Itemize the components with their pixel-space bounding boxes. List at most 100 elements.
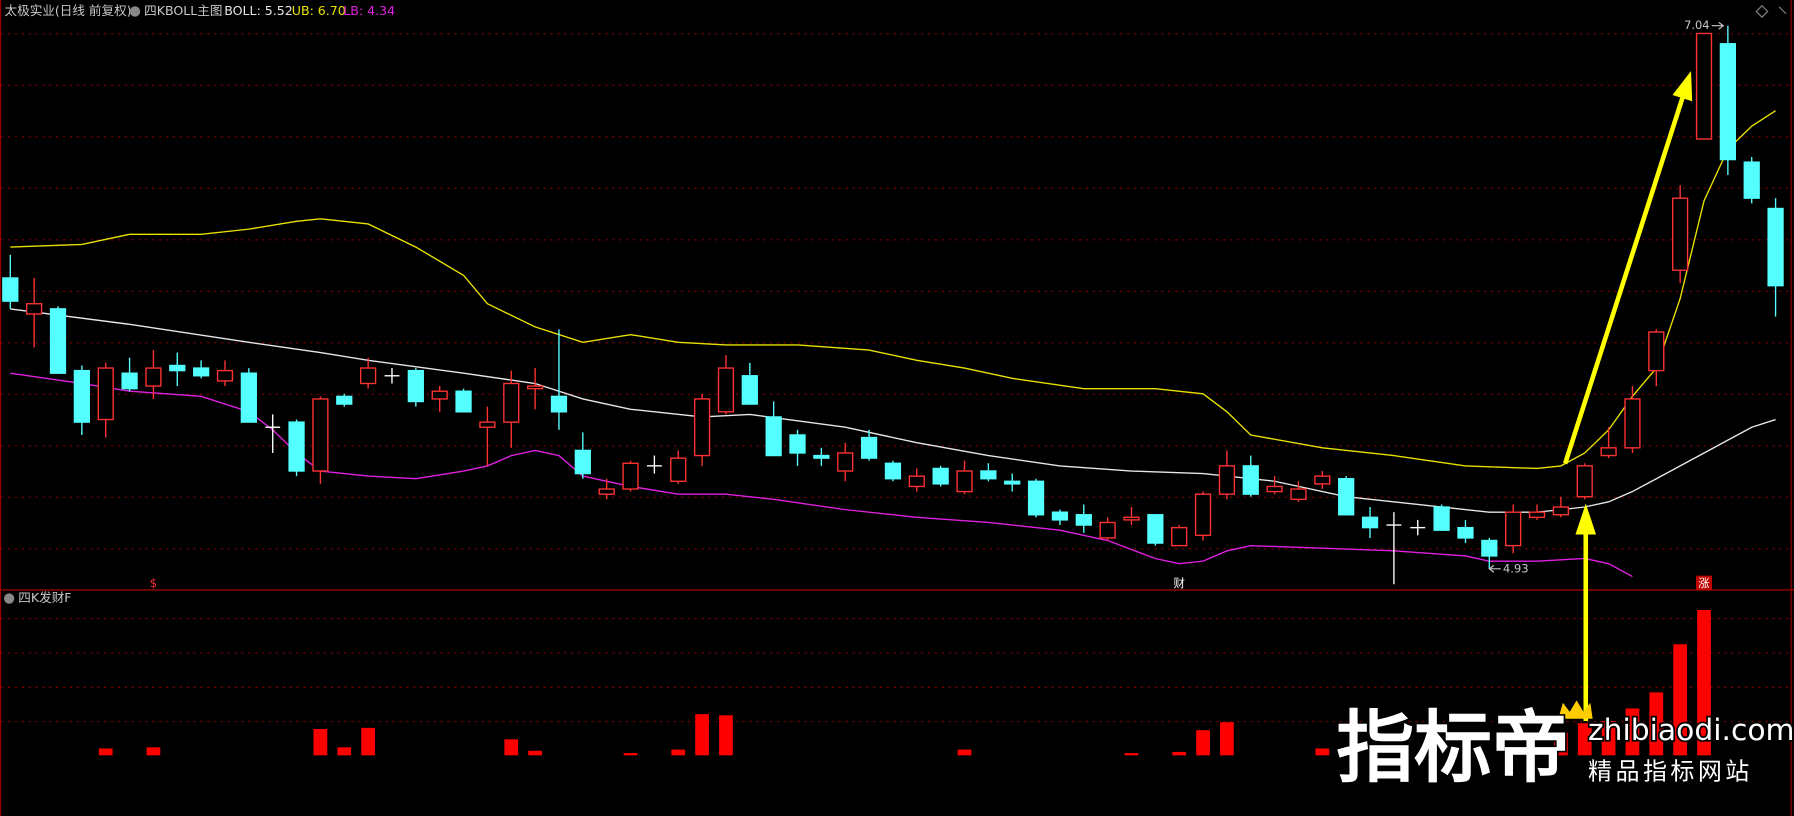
- candle-body: [741, 375, 758, 405]
- watermark-slogan: 精品指标网站: [1588, 758, 1753, 786]
- candle-body: [670, 457, 687, 482]
- candle-body: [1123, 516, 1140, 521]
- candle-body: [1624, 398, 1641, 449]
- indicator-bar: [337, 747, 352, 756]
- candle-body: [455, 390, 472, 413]
- watermark: 指标帝 zhibiaodi.com 精品指标网站: [1335, 700, 1794, 795]
- candle-body: [479, 421, 496, 428]
- main-indicator-title: 四KBOLL主图: [144, 3, 222, 18]
- price-annotation: 7.04: [1684, 18, 1709, 32]
- candle-body: [1552, 506, 1570, 516]
- candle-body: [360, 367, 377, 385]
- highlight-arrows: [1562, 70, 1693, 722]
- indicator-bar: [1625, 708, 1640, 756]
- indicator-bar: [719, 715, 733, 756]
- candle-body: [1648, 331, 1665, 372]
- indicator-bar: [671, 749, 686, 756]
- candle-body: [336, 395, 353, 405]
- candle-body: [1528, 511, 1546, 519]
- indicator-bar: [146, 747, 161, 756]
- indicator-bar: [1673, 644, 1688, 756]
- indicator-bar: [528, 750, 542, 756]
- candle-body: [1051, 511, 1069, 521]
- watermark-site: zhibiaodi.com: [1588, 713, 1794, 748]
- candle-body: [240, 372, 257, 423]
- crown-icon: [1558, 700, 1593, 719]
- boll-line: [10, 308, 1776, 513]
- candle-body: [956, 470, 973, 493]
- indicator-bar: [313, 729, 328, 756]
- candle-body: [1266, 485, 1283, 493]
- candle-body: [288, 421, 305, 472]
- candle-body: [622, 462, 639, 490]
- candle-body: [2, 277, 19, 302]
- stock-title: 太极实业(日线 前复权): [5, 3, 132, 18]
- candle-body: [73, 369, 90, 423]
- candle-body: [980, 470, 997, 480]
- sub-indicator-title: 四K发财F: [18, 590, 71, 605]
- candle-body: [717, 367, 735, 413]
- candle-body: [1433, 506, 1450, 531]
- candle-body: [765, 416, 782, 457]
- candle-body: [813, 454, 830, 459]
- window-icon[interactable]: [1755, 4, 1769, 18]
- candle-body: [1027, 480, 1045, 516]
- indicator-bar: [1577, 723, 1592, 756]
- candle-body: [1505, 511, 1522, 547]
- window-icon[interactable]: [1778, 6, 1787, 15]
- candle-body: [1314, 475, 1331, 485]
- indicator-bar: [695, 714, 709, 756]
- menu-icon[interactable]: [129, 6, 141, 17]
- annotation-arrow: [1711, 21, 1725, 30]
- candle-body: [550, 395, 568, 413]
- candle-body: [1576, 465, 1593, 498]
- arrow-head: [1672, 70, 1693, 102]
- marker-bg: [1696, 575, 1713, 591]
- candle-body: [1457, 526, 1474, 539]
- candle-body: [1290, 488, 1307, 501]
- indicator-bar: [1315, 748, 1330, 756]
- candle-body: [216, 369, 234, 382]
- boll-line: [10, 110, 1776, 470]
- signal-marker: $: [150, 576, 157, 590]
- candle-body: [26, 303, 43, 315]
- indicator-bar: [98, 748, 113, 756]
- candle-body: [860, 436, 878, 459]
- marks: 7.04 4.93 $ 财 涨: [2, 18, 1784, 756]
- annotation-arrow: [1488, 564, 1501, 573]
- indicator-bar: [504, 739, 519, 756]
- candle-body: [407, 369, 424, 403]
- indicator-bar: [623, 753, 638, 756]
- candle-body: [312, 398, 329, 472]
- candle-body: [1695, 32, 1713, 140]
- candle-body: [908, 475, 925, 488]
- grid: [1, 33, 1791, 723]
- legend-ub: UB: 6.70: [292, 3, 346, 18]
- candle-body: [598, 488, 615, 495]
- candle-body: [932, 467, 949, 485]
- watermark-brand: 指标帝: [1336, 704, 1569, 794]
- indicator-bar: [1601, 721, 1616, 756]
- candle-body: [193, 367, 210, 377]
- menu-icon[interactable]: [4, 593, 15, 604]
- candle-body: [49, 308, 67, 374]
- indicator-bar: [1220, 722, 1234, 756]
- price-annotation: 4.93: [1503, 561, 1528, 575]
- candle-body: [1218, 465, 1236, 495]
- signal-marker: 财: [1173, 576, 1184, 590]
- indicator-bar: [1554, 732, 1568, 756]
- candle-body: [1743, 161, 1760, 199]
- candle-body: [789, 434, 806, 454]
- candle-body: [574, 449, 591, 475]
- candle-body: [503, 382, 520, 423]
- indicator-bar: [1649, 692, 1664, 756]
- candle-body: [1767, 207, 1784, 287]
- candle-body: [1242, 465, 1259, 495]
- candle-body: [1004, 480, 1021, 485]
- arrow-line: [1562, 95, 1686, 465]
- indicator-bar: [1196, 730, 1210, 756]
- candle-body: [97, 367, 114, 421]
- legend-lb: LB: 4.34: [343, 3, 395, 18]
- candle-body: [837, 452, 854, 472]
